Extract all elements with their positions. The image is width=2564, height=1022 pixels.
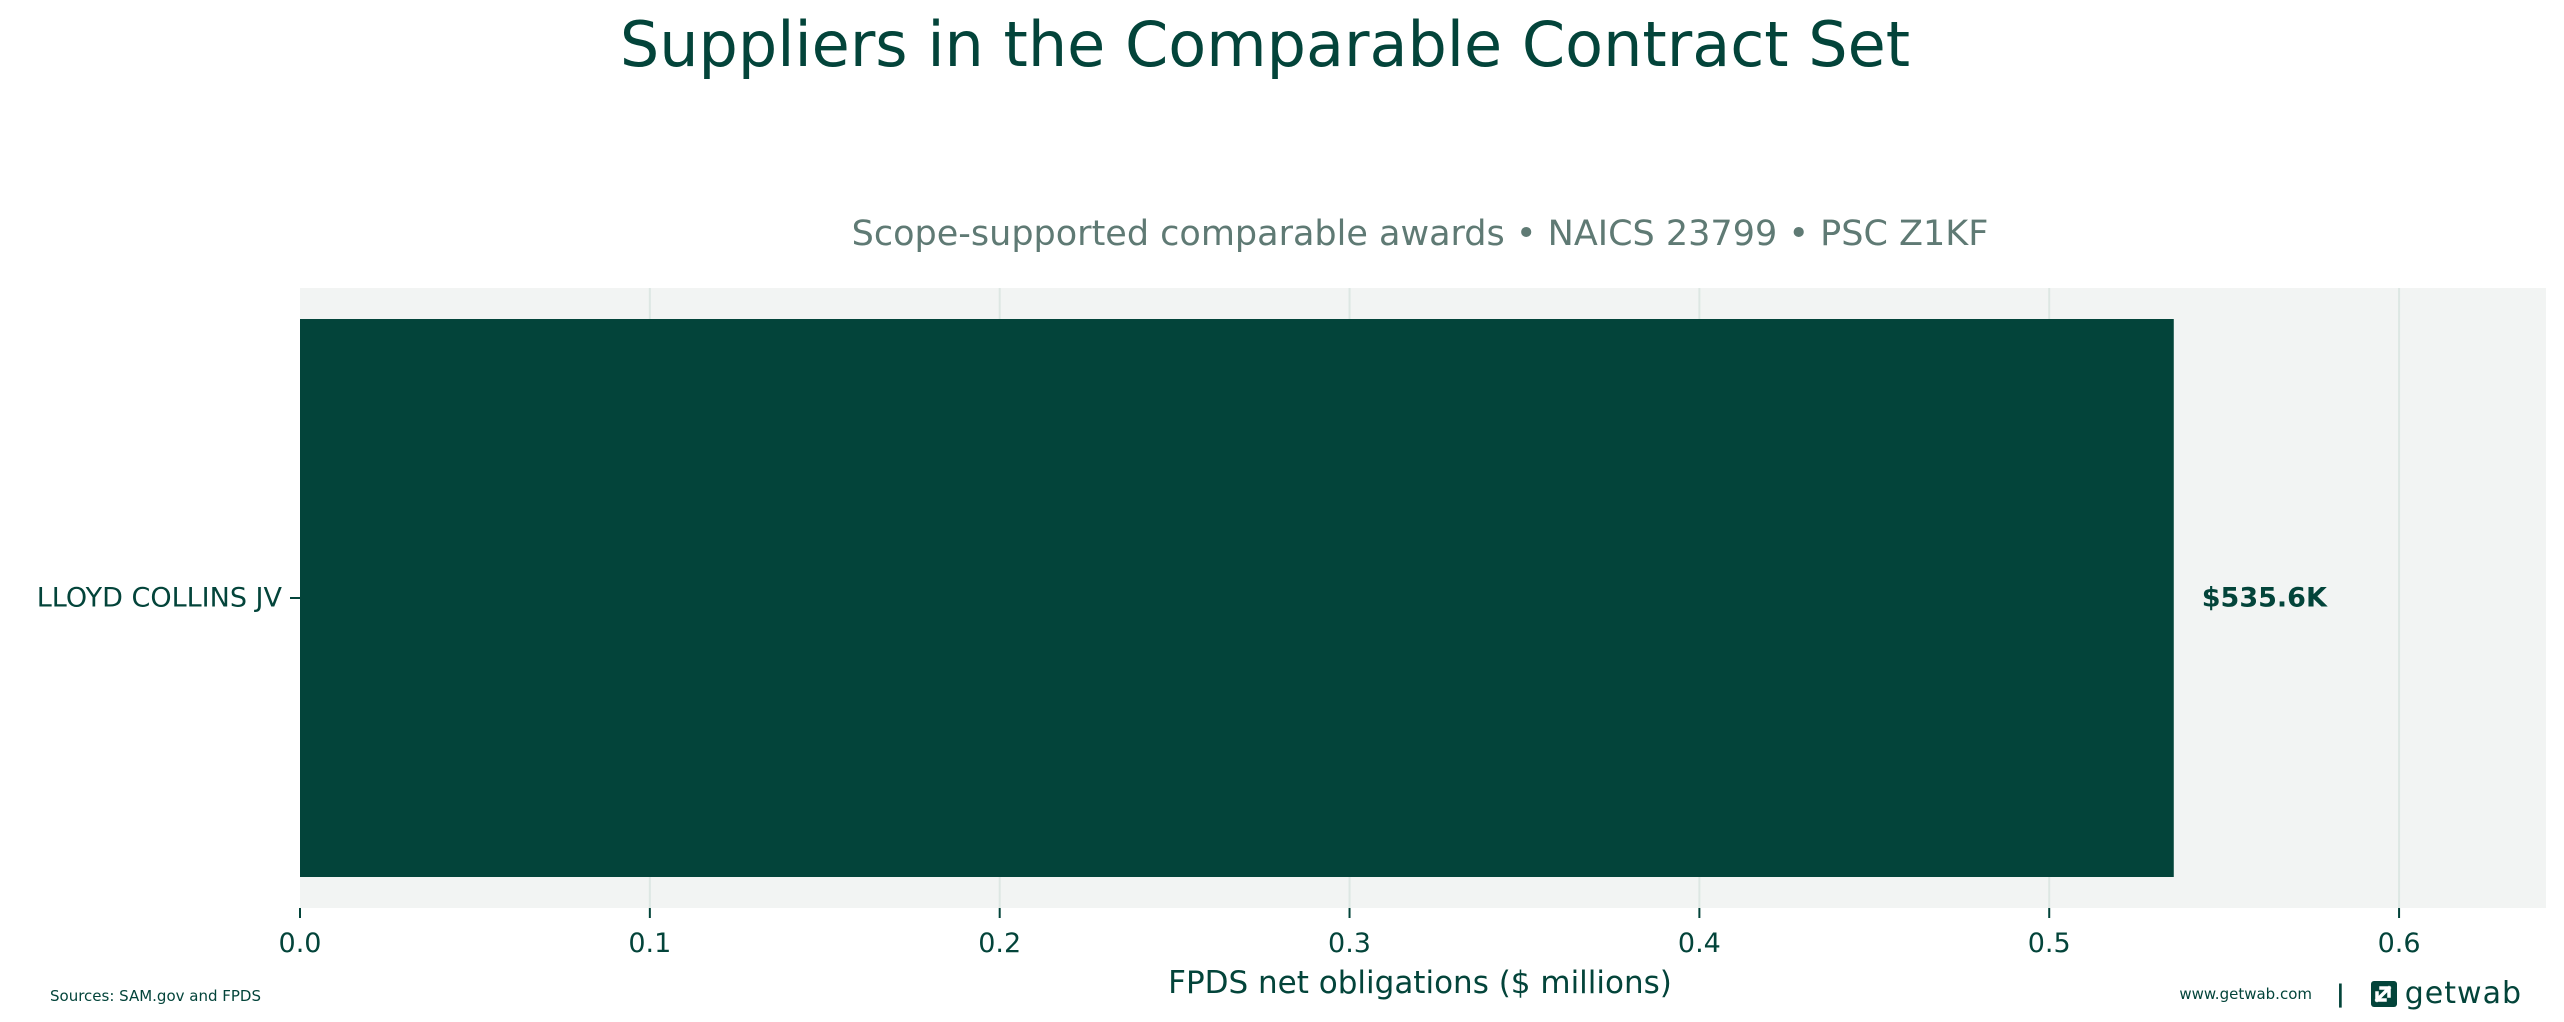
x-tick-label: 0.1: [628, 928, 671, 959]
x-tick-label: 0.0: [279, 928, 322, 959]
x-tick-label: 0.4: [1678, 928, 1721, 959]
x-tick-label: 0.5: [2028, 928, 2071, 959]
brand-name: getwab: [2404, 976, 2522, 1011]
x-tick-label: 0.6: [2378, 928, 2421, 959]
bar-value-label: $535.6K: [2202, 583, 2328, 614]
data-labels: $535.6K: [2202, 583, 2328, 614]
x-tick-label: 0.3: [1328, 928, 1371, 959]
footer-brand: www.getwab.com | getwab: [2179, 976, 2522, 1011]
y-tick-label: LLOYD COLLINS JV: [37, 583, 283, 614]
getwab-logo-icon: [2370, 980, 2397, 1007]
y-axis: LLOYD COLLINS JV: [37, 583, 300, 614]
bars: [300, 319, 2174, 877]
footer-source: Sources: SAM.gov and FPDS: [50, 987, 262, 1005]
footer-url[interactable]: www.getwab.com: [2179, 984, 2312, 1003]
bar: [300, 319, 2174, 877]
x-axis-label: FPDS net obligations ($ millions): [1168, 965, 1672, 1001]
x-axis: 0.0 0.1 0.2 0.3 0.4 0.5 0.6: [279, 908, 2421, 959]
chart-title: Suppliers in the Comparable Contract Set: [619, 8, 1911, 81]
footer-separator: |: [2336, 979, 2345, 1008]
x-tick-label: 0.2: [978, 928, 1021, 959]
chart-subtitle: Scope-supported comparable awards • NAIC…: [852, 214, 1989, 254]
brand-logo: getwab: [2369, 976, 2522, 1011]
